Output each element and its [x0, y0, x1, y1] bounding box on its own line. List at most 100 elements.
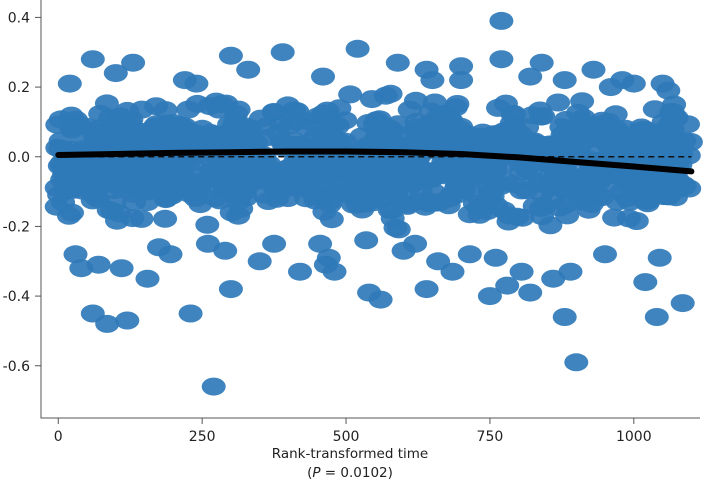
data-point [495, 276, 520, 295]
data-point [670, 294, 695, 313]
data-point [137, 130, 162, 149]
data-point [144, 97, 169, 116]
data-point [466, 167, 491, 186]
data-point [171, 128, 196, 147]
data-point [184, 74, 209, 93]
data-point [385, 53, 410, 72]
data-point [121, 53, 146, 72]
plot-axes [40, 0, 700, 419]
data-point [380, 209, 405, 228]
data-point [201, 377, 226, 396]
data-point [252, 185, 277, 204]
data-point [662, 95, 687, 114]
data-point [95, 314, 120, 333]
y-tick-label: -0.4 [3, 289, 30, 305]
data-point [620, 135, 645, 154]
data-point [345, 39, 370, 58]
points-layer [44, 84, 703, 239]
data-point [483, 248, 508, 267]
data-point [403, 234, 428, 253]
data-point [445, 95, 470, 113]
data-point [338, 85, 363, 104]
x-axis-label: Rank-transformed time [271, 446, 429, 462]
data-point [449, 71, 474, 90]
data-point [547, 198, 572, 217]
data-point [120, 209, 145, 228]
data-point [484, 196, 509, 215]
data-point [477, 287, 502, 306]
data-point [565, 128, 590, 147]
data-point [195, 234, 220, 253]
data-point [319, 210, 344, 229]
data-point [642, 100, 667, 119]
p-value-note: (P = 0.0102) [0, 465, 700, 481]
data-point [195, 215, 220, 234]
data-point [109, 157, 134, 176]
data-point [552, 308, 577, 326]
data-point [416, 194, 441, 213]
data-point [91, 166, 116, 185]
data-point [420, 71, 445, 90]
data-point [316, 248, 341, 267]
data-point [486, 98, 510, 117]
y-tick-label: 0.2 [8, 80, 30, 96]
data-point [288, 262, 312, 281]
data-point [236, 60, 261, 79]
data-point [188, 195, 213, 214]
data-point [57, 74, 82, 93]
p-value-open-paren: ( [307, 465, 313, 481]
data-point [262, 234, 287, 253]
y-tick-label: 0.0 [8, 150, 30, 166]
data-point [115, 311, 140, 330]
data-point [397, 100, 422, 119]
data-point [467, 205, 492, 224]
data-point [262, 103, 287, 122]
data-point [473, 129, 498, 148]
data-point [147, 238, 171, 257]
data-point [389, 192, 414, 211]
y-tick-label: -0.6 [3, 359, 30, 375]
data-point [581, 60, 606, 79]
data-point [80, 50, 105, 69]
data-point [576, 200, 601, 219]
data-point [603, 105, 628, 124]
data-point [678, 133, 703, 151]
data-point [98, 108, 123, 127]
data-point [598, 78, 623, 97]
data-point [354, 231, 379, 250]
data-point [251, 169, 275, 188]
p-value-symbol: P [312, 465, 321, 481]
data-point [457, 245, 482, 264]
data-point [422, 93, 447, 112]
data-point [108, 179, 133, 198]
data-point [489, 50, 514, 69]
data-point [368, 290, 393, 309]
data-point [308, 174, 332, 193]
data-point [570, 92, 595, 111]
data-point [327, 180, 352, 199]
data-point [50, 170, 75, 189]
x-tick-label: 0 [54, 429, 63, 445]
data-point [426, 107, 451, 126]
data-point [226, 192, 251, 211]
data-point [63, 245, 88, 264]
data-point [552, 71, 577, 90]
y-axis-ticks: 0.4 0.2 0.0 -0.2 -0.4 -0.6 [3, 10, 41, 375]
data-point [135, 269, 160, 288]
fit-line [55, 148, 695, 175]
data-point [518, 67, 543, 86]
data-point [633, 273, 658, 292]
y-tick-label: 0.4 [8, 10, 30, 26]
data-point [568, 111, 593, 130]
data-point [185, 94, 210, 113]
data-point [538, 216, 563, 235]
data-point [315, 101, 340, 120]
data-point [444, 179, 469, 198]
data-point [247, 252, 272, 271]
data-point [349, 127, 374, 146]
data-point [546, 93, 571, 112]
data-point [613, 119, 638, 138]
data-point [103, 64, 128, 83]
data-point [270, 43, 295, 62]
